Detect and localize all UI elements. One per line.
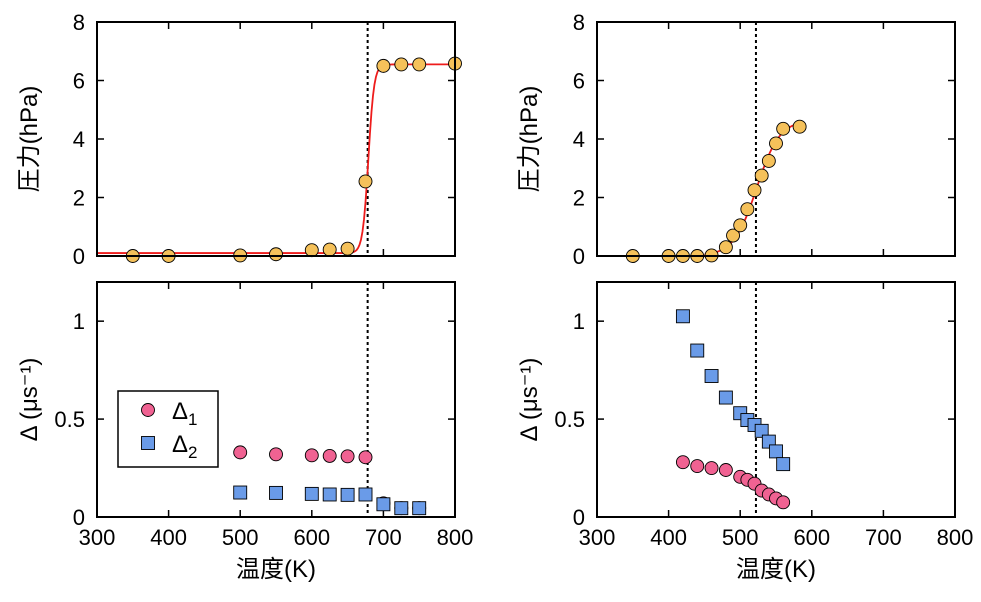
x-axis-title: 温度(K) (236, 556, 316, 583)
data-point-circle (233, 445, 248, 460)
data-point-circle (718, 240, 733, 255)
data-point-circle (761, 153, 776, 168)
data-point-circle (376, 58, 391, 73)
data-point-square (233, 485, 248, 500)
x-tick-label: 500 (722, 525, 759, 550)
plot-frame (96, 281, 456, 518)
data-point-circle (412, 57, 427, 72)
data-point-square (675, 309, 690, 324)
data-point-circle (726, 228, 740, 243)
y-tick-label: 2 (73, 186, 85, 211)
data-point-square (769, 444, 783, 459)
data-point-square (394, 501, 409, 516)
data-point-circle (747, 183, 762, 198)
y-axis-title: 圧力(hPa) (16, 86, 43, 193)
legend-box (117, 390, 219, 468)
panel-top-left: 0 2 4 6 8 圧力(hPa) (16, 10, 462, 269)
y-tick-label: 6 (573, 69, 585, 94)
x-tick-label: 700 (365, 525, 402, 550)
data-point-circle (304, 448, 319, 463)
y-tick-label: 4 (73, 127, 85, 152)
data-point-circle (304, 243, 319, 258)
data-point-square (754, 423, 769, 438)
data-point-square (358, 487, 373, 502)
plot-frame (596, 21, 956, 257)
y-tick-label: 1 (73, 309, 85, 334)
legend-marker-square (141, 436, 155, 450)
x-tick-label: 800 (937, 525, 974, 550)
data-point-circle (740, 202, 755, 217)
data-point-circle (733, 218, 748, 233)
y-tick-label: 0.5 (554, 407, 585, 432)
data-point-square (340, 487, 355, 502)
legend-marker-circle (141, 403, 155, 417)
data-point-circle (340, 241, 355, 256)
data-point-circle (269, 447, 283, 462)
panel-bottom-right: 300 400 500 600 700 800 0 0.5 1 Δ (μs⁻¹) 温度(K) (516, 281, 974, 583)
data-point-circle (769, 136, 783, 151)
x-tick-label: 300 (79, 525, 116, 550)
x-tick-label: 800 (437, 525, 474, 550)
y-tick-label: 8 (73, 10, 85, 35)
y-tick-label: 0 (573, 244, 585, 269)
data-point-circle (269, 247, 283, 262)
data-point-circle (340, 449, 355, 464)
legend-label: Δ2 (172, 431, 198, 462)
y-tick-label: 0 (73, 505, 85, 530)
y-axis-title: Δ (μs⁻¹) (516, 358, 543, 442)
y-tick-label: 6 (73, 69, 85, 94)
y-tick-label: 1 (573, 309, 585, 334)
x-tick-label: 700 (865, 525, 902, 550)
data-point-circle (322, 448, 337, 463)
x-tick-label: 600 (793, 525, 830, 550)
data-point-circle (792, 119, 807, 134)
plot-frame (96, 21, 456, 257)
data-point-square (704, 369, 719, 383)
x-tick-label: 400 (150, 525, 187, 550)
data-point-circle (690, 459, 705, 474)
plot-frame (596, 281, 956, 518)
data-point-square (322, 487, 337, 502)
y-tick-label: 8 (573, 10, 585, 35)
y-tick-label: 0 (573, 505, 585, 530)
data-point-circle (704, 461, 719, 475)
panel-top-right: 0 2 4 6 8 圧力(hPa) (516, 10, 956, 269)
data-point-circle (358, 450, 373, 465)
data-point-square (269, 485, 283, 500)
legend-label: Δ1 (172, 398, 198, 429)
y-axis-title: Δ (μs⁻¹) (16, 358, 43, 442)
x-tick-label: 400 (650, 525, 687, 550)
fit-curve (97, 63, 455, 254)
y-axis-title: 圧力(hPa) (516, 86, 543, 193)
data-point-circle (394, 57, 409, 72)
y-tick-label: 0 (73, 244, 85, 269)
data-point-circle (754, 168, 769, 183)
data-point-circle (675, 455, 690, 470)
x-tick-label: 300 (579, 525, 616, 550)
y-tick-label: 4 (573, 127, 585, 152)
data-point-circle (776, 495, 791, 510)
data-point-square (412, 501, 427, 516)
data-point-square (776, 457, 791, 472)
y-tick-label: 2 (573, 186, 585, 211)
data-point-square (690, 343, 705, 358)
data-point-circle (358, 174, 373, 189)
x-axis-title: 温度(K) (736, 556, 816, 583)
data-point-square (304, 486, 319, 501)
data-point-circle (718, 463, 733, 477)
data-point-square (376, 497, 391, 512)
y-tick-label: 0.5 (54, 407, 85, 432)
data-point-circle (322, 242, 337, 257)
data-point-square (718, 390, 733, 405)
x-tick-label: 500 (222, 525, 259, 550)
x-tick-label: 600 (293, 525, 330, 550)
data-point-circle (776, 121, 791, 136)
